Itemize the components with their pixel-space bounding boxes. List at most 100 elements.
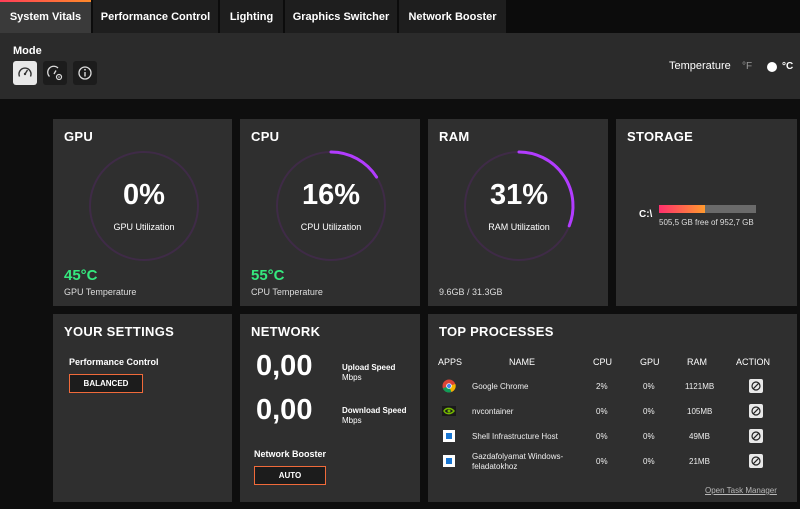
process-name: nvcontainer	[472, 407, 514, 416]
upload-speed-value: 0,00	[256, 350, 313, 382]
col-action: ACTION	[736, 357, 771, 367]
mode-speedometer-button[interactable]	[13, 61, 37, 85]
settings-speedometer-icon	[47, 65, 63, 81]
cpu-temperature-value: 55°C	[251, 267, 285, 284]
temperature-label: Temperature	[669, 60, 731, 72]
block-icon	[751, 381, 761, 391]
ram-gauge-ring	[464, 150, 575, 261]
gpu-utilization-label: GPU Utilization	[113, 222, 175, 232]
gpu-utilization-value: 0%	[123, 179, 165, 211]
drive-label: C:\	[639, 209, 653, 220]
process-ram: 1121MB	[685, 382, 715, 391]
cpu-card: CPU 16% CPU Utilization 55°C CPU Tempera…	[240, 119, 420, 306]
col-cpu: CPU	[593, 357, 613, 367]
gpu-title: GPU	[64, 129, 94, 144]
open-task-manager-link[interactable]: Open Task Manager	[705, 486, 777, 495]
block-icon	[751, 406, 761, 416]
process-cpu: 0%	[596, 457, 608, 466]
network-card: NETWORK 0,00 Upload Speed Mbps 0,00 Down…	[240, 314, 420, 502]
col-apps: APPS	[438, 357, 463, 367]
network-title: NETWORK	[251, 324, 321, 339]
gpu-card: GPU 0% GPU Utilization 45°C GPU Temperat…	[53, 119, 232, 306]
end-process-button[interactable]	[749, 404, 763, 418]
drive-usage-bar	[659, 205, 756, 213]
block-icon	[751, 456, 761, 466]
storage-title: STORAGE	[627, 129, 694, 144]
end-process-button[interactable]	[749, 429, 763, 443]
ram-utilization-value: 31%	[489, 179, 549, 211]
download-speed-label: Download Speed Mbps	[342, 406, 406, 426]
process-gpu: 0%	[643, 407, 655, 416]
cpu-gauge: 16% CPU Utilization	[274, 149, 388, 263]
process-cpu: 0%	[596, 432, 608, 441]
process-cpu: 0%	[596, 407, 608, 416]
process-gpu: 0%	[643, 382, 655, 391]
ram-usage-text: 9.6GB / 31.3GB	[439, 287, 503, 297]
speedometer-icon	[18, 67, 32, 77]
tab-network-booster[interactable]: Network Booster	[399, 0, 506, 33]
cpu-gauge-ring	[276, 150, 386, 261]
tab-bar: System Vitals Performance Control Lighti…	[0, 0, 800, 33]
unit-toggle-dot[interactable]	[767, 62, 777, 72]
col-name: NAME	[509, 357, 536, 367]
gpu-temperature-value: 45°C	[64, 267, 98, 284]
mode-header: Mode Temperature °F °C	[0, 33, 800, 99]
download-speed-unit: Mbps	[342, 416, 362, 425]
processes-card: TOP PROCESSES APPS NAME CPU GPU RAM ACTI…	[428, 314, 797, 502]
mode-info-button[interactable]	[73, 61, 97, 85]
process-name: Gazdafolyamat Windows-feladatokhoz	[472, 452, 564, 471]
ram-title: RAM	[439, 129, 470, 144]
unit-celsius[interactable]: °C	[782, 61, 794, 72]
upload-speed-label: Upload Speed Mbps	[342, 363, 395, 383]
end-process-button[interactable]	[749, 379, 763, 393]
process-cpu: 2%	[596, 382, 608, 391]
nvidia-icon	[442, 406, 456, 416]
process-gpu: 0%	[643, 432, 655, 441]
ram-gauge: 31% RAM Utilization	[462, 149, 576, 263]
performance-control-label: Performance Control	[69, 357, 159, 367]
cpu-title: CPU	[251, 129, 280, 144]
performance-mode-button[interactable]: BALANCED	[69, 374, 143, 393]
info-icon	[78, 66, 92, 80]
col-ram: RAM	[687, 357, 707, 367]
unit-fahrenheit[interactable]: °F	[742, 61, 753, 72]
mode-label: Mode	[13, 45, 42, 57]
tab-lighting[interactable]: Lighting	[220, 0, 283, 33]
network-booster-button[interactable]: AUTO	[254, 466, 326, 485]
gpu-gauge-ring	[89, 151, 199, 261]
settings-card: YOUR SETTINGS Performance Control BALANC…	[53, 314, 232, 502]
gpu-temperature-label: GPU Temperature	[64, 287, 137, 297]
tab-graphics-switcher[interactable]: Graphics Switcher	[285, 0, 397, 33]
window-app-icon	[443, 430, 455, 442]
settings-title: YOUR SETTINGS	[64, 324, 175, 339]
process-ram: 49MB	[689, 432, 710, 441]
mode-custom-button[interactable]	[43, 61, 67, 85]
process-name: Shell Infrastructure Host	[472, 432, 558, 441]
window-app-icon	[443, 455, 455, 467]
storage-card: STORAGE C:\ 505,5 GB free of 952,7 GB	[616, 119, 797, 306]
processes-title: TOP PROCESSES	[439, 324, 554, 339]
tab-system-vitals[interactable]: System Vitals	[0, 0, 91, 33]
gpu-gauge: 0% GPU Utilization	[87, 149, 201, 263]
upload-speed-unit: Mbps	[342, 373, 362, 382]
end-process-button[interactable]	[749, 454, 763, 468]
process-gpu: 0%	[643, 457, 655, 466]
cpu-temperature-label: CPU Temperature	[251, 287, 323, 297]
ram-utilization-label: RAM Utilization	[488, 222, 550, 232]
process-ram: 21MB	[689, 457, 710, 466]
download-speed-value: 0,00	[256, 394, 313, 426]
tab-performance-control[interactable]: Performance Control	[93, 0, 218, 33]
block-icon	[751, 431, 761, 441]
chrome-icon	[442, 379, 456, 393]
ram-card: RAM 31% RAM Utilization 9.6GB / 31.3GB	[428, 119, 608, 306]
drive-usage-fill	[659, 205, 705, 213]
process-ram: 105MB	[687, 407, 713, 416]
drive-free-text: 505,5 GB free of 952,7 GB	[659, 218, 754, 227]
upload-speed-caption: Upload Speed	[342, 363, 396, 372]
network-booster-label: Network Booster	[254, 449, 327, 459]
col-gpu: GPU	[640, 357, 660, 367]
cpu-utilization-value: 16%	[301, 179, 361, 211]
cpu-utilization-label: CPU Utilization	[300, 222, 362, 232]
download-speed-caption: Download Speed	[342, 406, 407, 415]
process-name: Google Chrome	[472, 382, 529, 391]
